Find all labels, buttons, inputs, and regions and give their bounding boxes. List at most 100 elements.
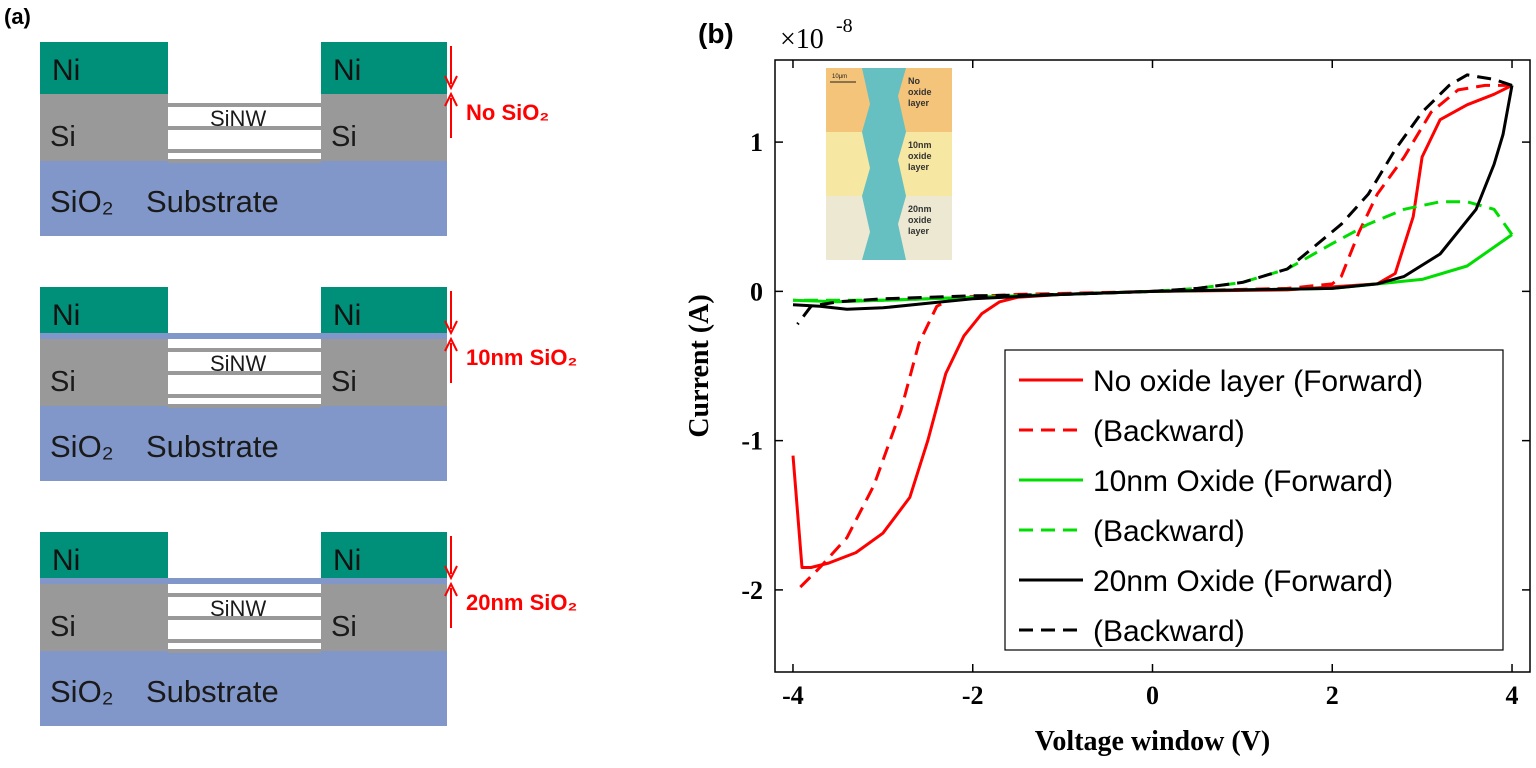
inset-region-label: layer <box>908 98 930 108</box>
nanowire-line <box>168 593 321 597</box>
substrate-oxide-label: SiO₂ <box>50 184 114 219</box>
inset-region-label: 10nm <box>908 140 932 150</box>
legend-entry-1: No oxide layer (Forward) <box>1093 365 1423 398</box>
iv-chart: -4 -2 0 2 4 1 0 -1 -2 ×10 -8 Voltage window (V) Curr… <box>684 15 1531 757</box>
x-tick-label: 0 <box>1146 681 1159 710</box>
si-block-left <box>40 584 168 651</box>
si-label-right: Si <box>331 121 357 153</box>
arrow-down-head <box>444 320 458 336</box>
oxide-film <box>40 578 447 584</box>
si-block-left <box>40 339 168 406</box>
inset-image: 10μm Nooxidelayer10nmoxidelayer20nmoxidel… <box>826 68 952 260</box>
legend-entry-2: (Backward) <box>1093 415 1245 448</box>
arrow-down-head <box>444 75 458 91</box>
nanowire-line <box>168 404 321 408</box>
series-group <box>791 73 1514 591</box>
substrate-layer <box>40 651 447 726</box>
oxide-film <box>40 333 447 339</box>
ni-label-left: Ni <box>52 544 80 577</box>
si-label-left: Si <box>50 611 76 643</box>
ni-electrode-right <box>321 287 447 333</box>
cross-section-diagrams: SiO₂ Substrate Si Si SiNW Ni Ni No SiO₂ SiO₂ Subs… <box>40 42 577 726</box>
legend-entry-5: 20nm Oxide (Forward) <box>1093 565 1393 598</box>
si-block-right <box>321 94 447 161</box>
substrate-label: Substrate <box>146 184 279 219</box>
nanowire-line <box>168 159 321 163</box>
thickness-label: No SiO₂ <box>466 100 549 125</box>
inset-channel <box>862 196 906 260</box>
inset-region-label: layer <box>908 162 930 172</box>
y-tick-label: 1 <box>750 128 763 157</box>
panel-a-label: (a) <box>4 4 31 29</box>
x-tick-label: 4 <box>1506 681 1519 710</box>
inset-channel <box>862 132 906 196</box>
x-tick-label: 2 <box>1326 681 1339 710</box>
arrow-down-head <box>444 565 458 581</box>
y-tick-label: -1 <box>741 427 763 456</box>
arrow-up-head <box>444 336 458 352</box>
inset-scale-bar-label: 10μm <box>832 74 847 80</box>
nanowire-line <box>168 394 321 398</box>
si-label-right: Si <box>331 366 357 398</box>
nanowire-line <box>168 371 321 375</box>
ni-label-right: Ni <box>333 544 361 577</box>
substrate-oxide-label: SiO₂ <box>50 674 114 709</box>
inset-region-label: 20nm <box>908 204 932 214</box>
arrow-up-head <box>444 91 458 107</box>
ni-label-left: Ni <box>52 54 80 87</box>
inset-channel <box>862 68 906 132</box>
nanowire-line <box>168 103 321 107</box>
ni-electrode-left <box>40 42 168 94</box>
ni-label-left: Ni <box>52 299 80 332</box>
ni-label-right: Ni <box>333 54 361 87</box>
inset-region-label: No <box>908 76 920 86</box>
si-label-left: Si <box>50 366 76 398</box>
inset-region-label: oxide <box>908 87 932 97</box>
si-block-left <box>40 94 168 161</box>
sinw-label: SiNW <box>210 106 266 131</box>
thickness-label: 10nm SiO₂ <box>466 345 577 370</box>
legend-entry-6: (Backward) <box>1093 615 1245 648</box>
thickness-label: 20nm SiO₂ <box>466 590 577 615</box>
series-line-5 <box>792 85 1514 311</box>
y-multiplier-exponent: -8 <box>836 15 853 37</box>
substrate-layer <box>40 406 447 481</box>
series-line-6 <box>796 73 1513 326</box>
panel-b: (b) -4 -2 0 2 4 1 0 -1 -2 ×10 -8 Voltage window (V)… <box>680 0 1536 763</box>
inset-region-label: oxide <box>908 151 932 161</box>
si-block-right <box>321 339 447 406</box>
si-label-right: Si <box>331 611 357 643</box>
x-tick-label: -2 <box>962 681 984 710</box>
legend-entry-4: (Backward) <box>1093 515 1245 548</box>
y-axis-label: Current (A) <box>684 294 715 437</box>
nanowire-line <box>168 616 321 620</box>
substrate-oxide-label: SiO₂ <box>50 429 114 464</box>
panel-b-label: (b) <box>698 18 734 49</box>
substrate-label: Substrate <box>146 429 279 464</box>
y-tick-label: 0 <box>750 277 763 306</box>
ni-electrode-right <box>321 42 447 94</box>
legend-entry-3: 10nm Oxide (Forward) <box>1093 465 1393 498</box>
series-line-1 <box>791 84 1513 569</box>
nanowire-line <box>168 649 321 653</box>
nanowire-line <box>168 149 321 153</box>
y-tick-label: -2 <box>741 576 763 605</box>
nanowire-line <box>168 348 321 352</box>
si-label-left: Si <box>50 121 76 153</box>
device-stack-3: SiO₂ Substrate Si Si SiNW Ni Ni 20nm SiO₂ <box>40 532 577 726</box>
x-tick-label: -4 <box>782 681 804 710</box>
device-stack-1: SiO₂ Substrate Si Si SiNW Ni Ni No SiO₂ <box>40 42 549 236</box>
inset-region-label: layer <box>908 226 930 236</box>
nanowire-line <box>168 126 321 130</box>
legend: No oxide layer (Forward) (Backward) 10nm O… <box>1004 349 1504 651</box>
sinw-label: SiNW <box>210 351 266 376</box>
device-stack-2: SiO₂ Substrate Si Si SiNW Ni Ni 10nm SiO₂ <box>40 287 577 481</box>
ni-electrode-left <box>40 287 168 333</box>
substrate-layer <box>40 161 447 236</box>
arrow-up-head <box>444 581 458 597</box>
sinw-label: SiNW <box>210 596 266 621</box>
ni-electrode-left <box>40 532 168 578</box>
substrate-label: Substrate <box>146 674 279 709</box>
legend-box <box>1004 349 1504 651</box>
ni-label-right: Ni <box>333 299 361 332</box>
